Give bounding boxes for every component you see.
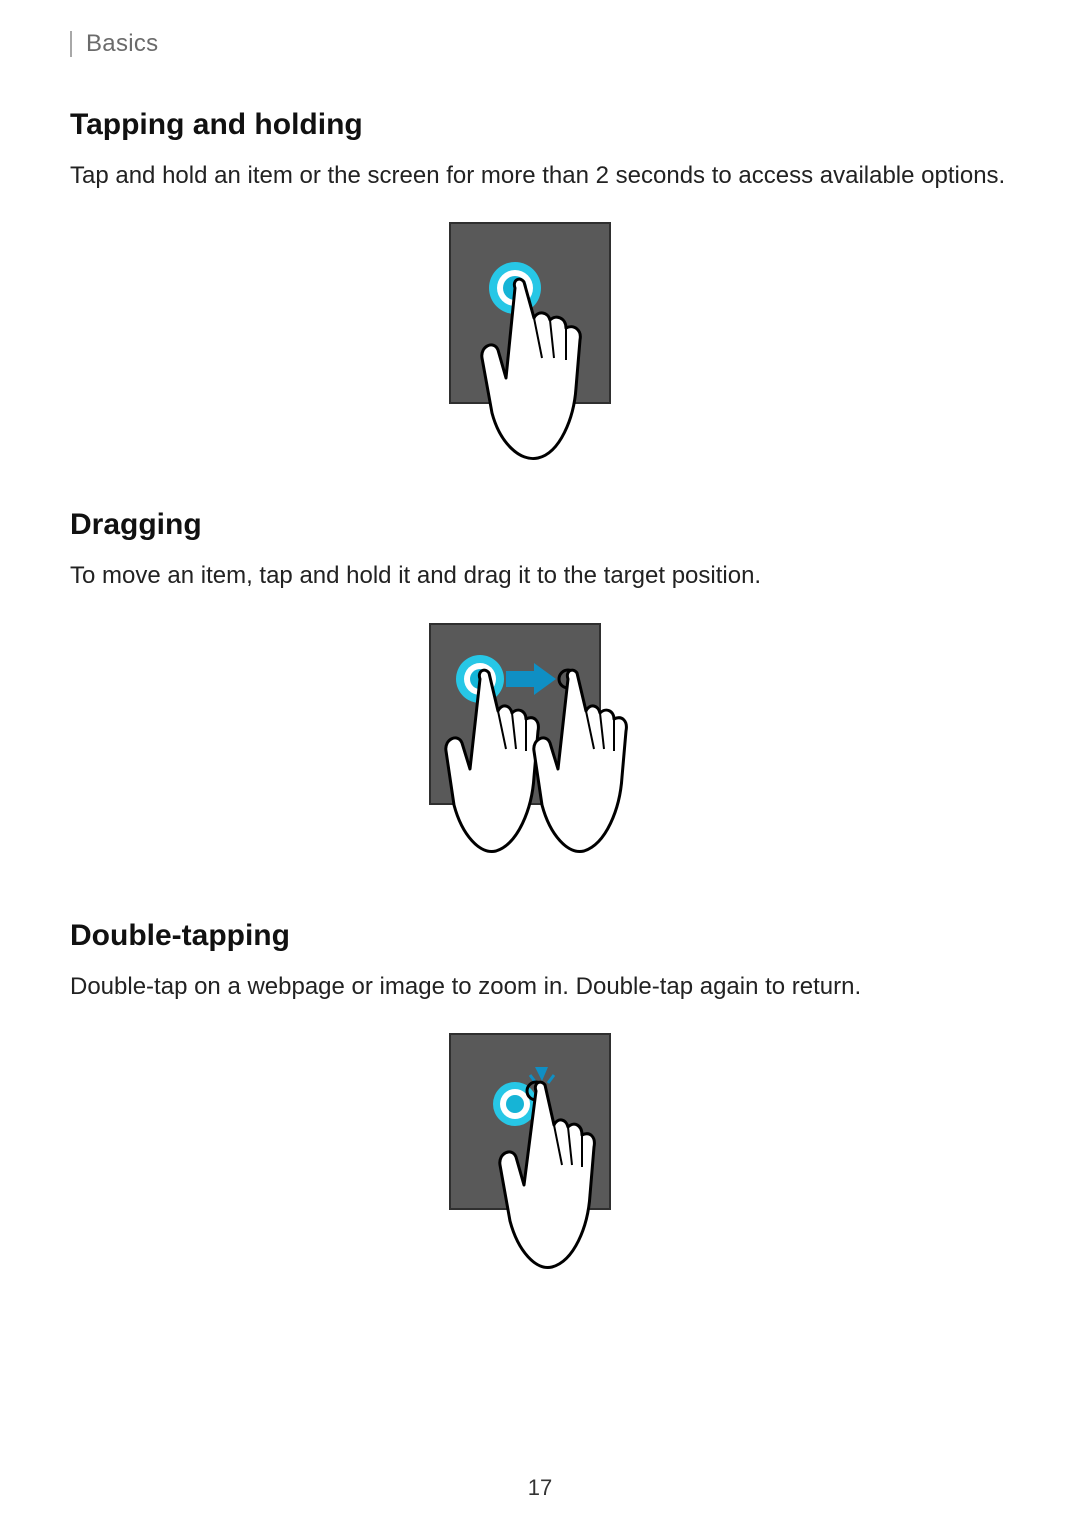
illustration-wrap	[70, 619, 1010, 879]
header-breadcrumb: Basics	[86, 30, 159, 58]
illustration-wrap	[70, 218, 1010, 468]
page-header: Basics	[70, 30, 1010, 58]
double-tap-illustration-icon	[440, 1029, 640, 1279]
section-tap-hold: Tapping and holding Tap and hold an item…	[70, 108, 1010, 468]
header-divider	[70, 31, 72, 57]
section-body: Tap and hold an item or the screen for m…	[70, 160, 1010, 192]
section-body: To move an item, tap and hold it and dra…	[70, 560, 1010, 592]
ripple-inner-icon	[506, 1095, 524, 1113]
section-double-tap: Double-tapping Double-tap on a webpage o…	[70, 919, 1010, 1279]
section-title: Dragging	[70, 508, 1010, 542]
illustration-wrap	[70, 1029, 1010, 1279]
page-number: 17	[0, 1475, 1080, 1501]
section-title: Double-tapping	[70, 919, 1010, 953]
page: Basics Tapping and holding Tap and hold …	[0, 0, 1080, 1527]
section-title: Tapping and holding	[70, 108, 1010, 142]
dragging-illustration-icon	[410, 619, 670, 879]
section-body: Double-tap on a webpage or image to zoom…	[70, 971, 1010, 1003]
section-dragging: Dragging To move an item, tap and hold i…	[70, 508, 1010, 878]
tap-hold-illustration-icon	[440, 218, 640, 468]
